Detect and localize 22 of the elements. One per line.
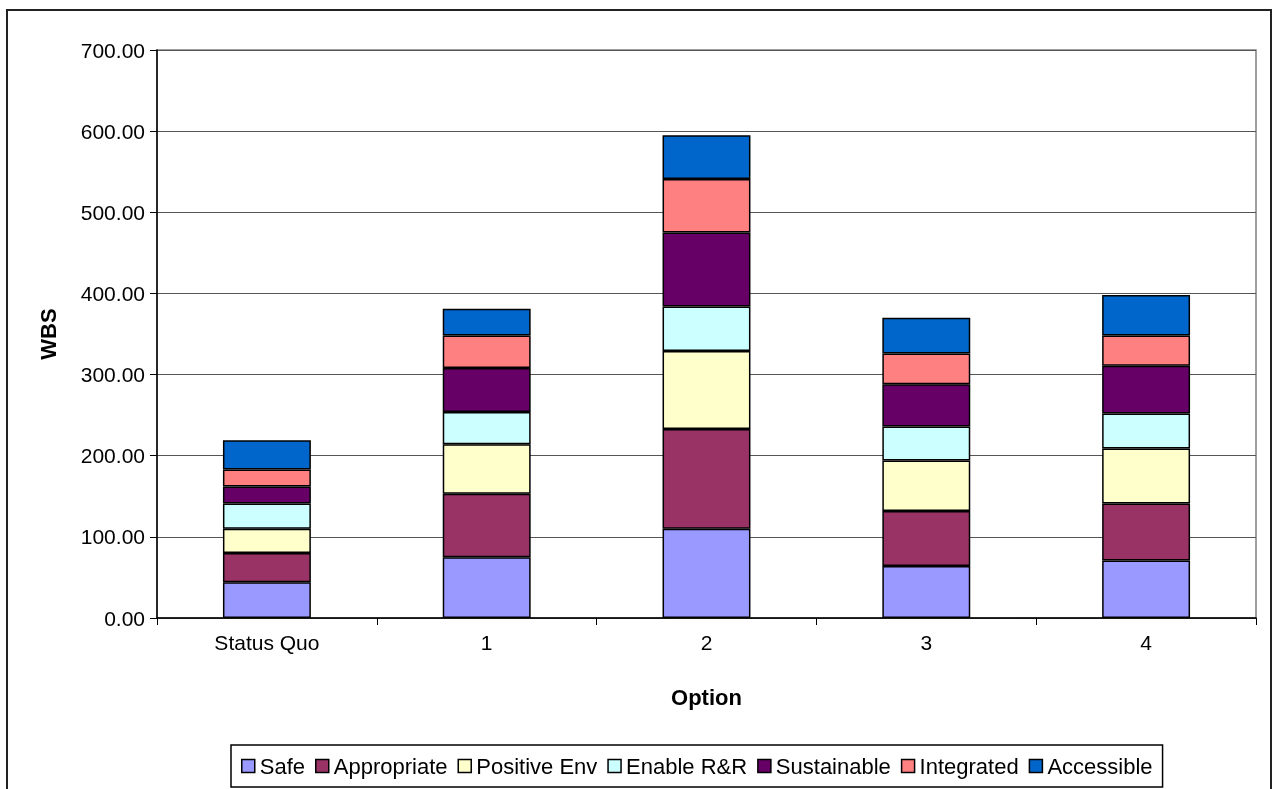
x-tick-label: 3 bbox=[920, 631, 933, 654]
x-tick-label: 1 bbox=[480, 631, 493, 654]
legend-label: Enable R&R bbox=[626, 753, 748, 779]
x-tick-label: 2 bbox=[700, 631, 713, 654]
legend-label: Accessible bbox=[1047, 753, 1153, 779]
x-tick-label: Status Quo bbox=[214, 631, 320, 654]
y-tick-label: 100.00 bbox=[80, 525, 145, 549]
y-tick-label: 0.00 bbox=[104, 606, 145, 630]
y-tick-label: 400.00 bbox=[80, 281, 145, 305]
y-tick-label: 300.00 bbox=[80, 363, 145, 387]
y-tick-label: 200.00 bbox=[80, 444, 145, 468]
y-tick-label: 500.00 bbox=[80, 200, 145, 224]
legend-label: Sustainable bbox=[775, 753, 891, 779]
y-tick-label: 700.00 bbox=[80, 38, 145, 62]
y-axis-title: WBS bbox=[35, 308, 61, 360]
legend-label: Positive Env bbox=[476, 753, 598, 779]
x-axis-title: Option bbox=[671, 684, 742, 710]
legend-label: Integrated bbox=[919, 753, 1019, 779]
y-tick-label: 600.00 bbox=[80, 119, 145, 143]
legend-label: Safe bbox=[259, 753, 306, 779]
legend-label: Appropriate bbox=[333, 753, 448, 779]
x-tick-label: 4 bbox=[1140, 631, 1153, 654]
